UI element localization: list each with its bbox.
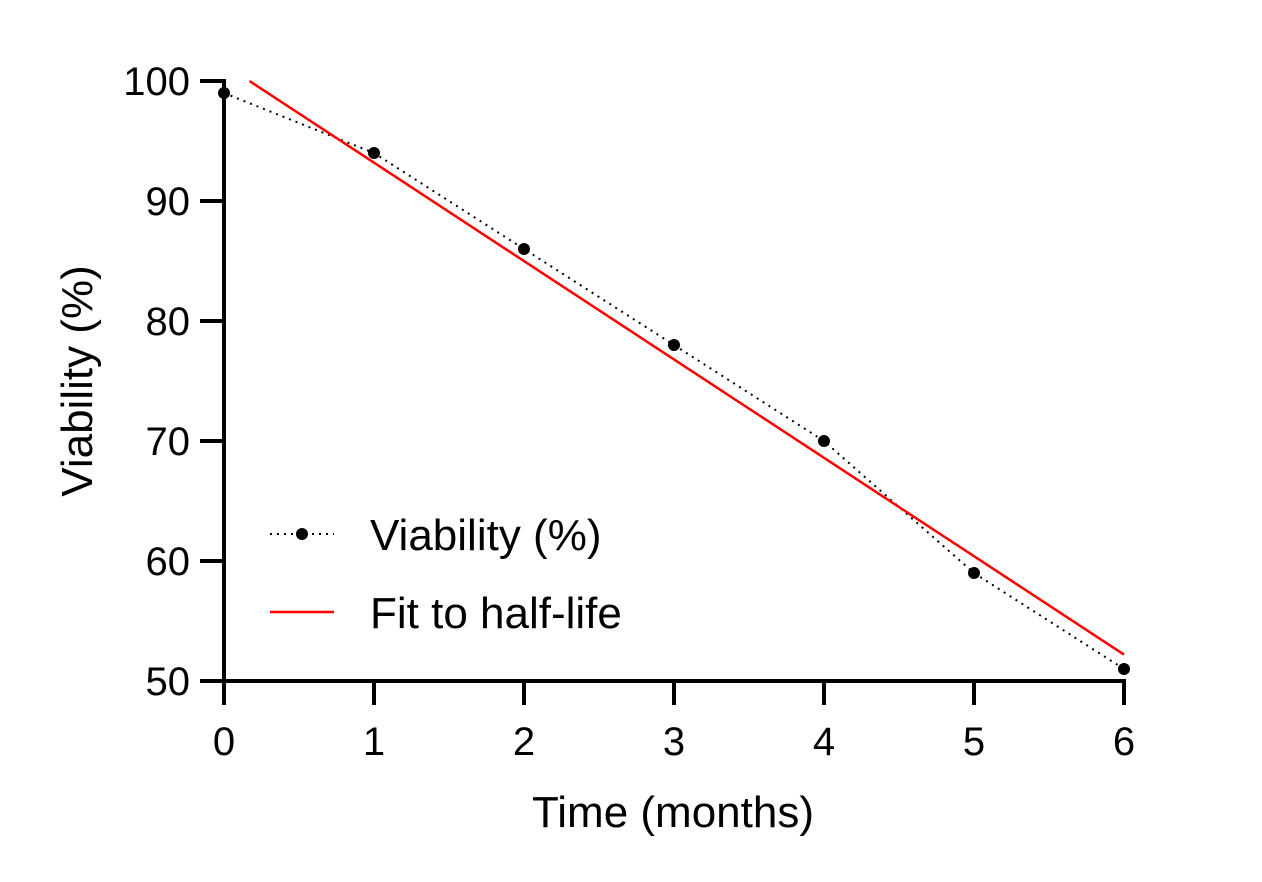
data-point-viability bbox=[1118, 663, 1130, 675]
y-tick-label: 100 bbox=[123, 60, 190, 104]
y-tick-label: 70 bbox=[146, 420, 191, 464]
y-tick-label: 50 bbox=[146, 660, 191, 704]
y-tick-label: 90 bbox=[146, 180, 191, 224]
data-point-viability bbox=[668, 339, 680, 351]
x-tick-label: 4 bbox=[813, 720, 835, 764]
axes bbox=[222, 79, 1126, 683]
x-tick-label: 6 bbox=[1113, 720, 1135, 764]
x-tick-label: 0 bbox=[213, 720, 235, 764]
x-tick-label: 2 bbox=[513, 720, 535, 764]
legend-label-fit: Fit to half-life bbox=[370, 589, 622, 638]
x-axis-title: Time (months) bbox=[532, 788, 814, 837]
data-point-viability bbox=[218, 87, 230, 99]
series-line-fit bbox=[248, 79, 1125, 656]
y-tick-label: 80 bbox=[146, 300, 191, 344]
y-axis-title: Viability (%) bbox=[53, 265, 102, 496]
data-point-viability bbox=[368, 147, 380, 159]
data-point-viability bbox=[968, 567, 980, 579]
legend: Viability (%) Fit to half-life bbox=[270, 511, 622, 638]
x-tick-label: 1 bbox=[363, 720, 385, 764]
y-tick-label: 60 bbox=[146, 540, 191, 584]
x-tick-label: 3 bbox=[663, 720, 685, 764]
x-tick-label: 5 bbox=[963, 720, 985, 764]
series-line-viability bbox=[223, 92, 1125, 670]
data-point-viability bbox=[818, 435, 830, 447]
series-group bbox=[218, 79, 1130, 675]
y-ticks: 50 60 70 80 90 100 bbox=[123, 60, 224, 704]
data-point-viability bbox=[518, 243, 530, 255]
legend-label-viability: Viability (%) bbox=[370, 511, 601, 560]
legend-marker-viability bbox=[296, 528, 308, 540]
x-ticks: 0 1 2 3 4 5 6 bbox=[213, 681, 1135, 764]
